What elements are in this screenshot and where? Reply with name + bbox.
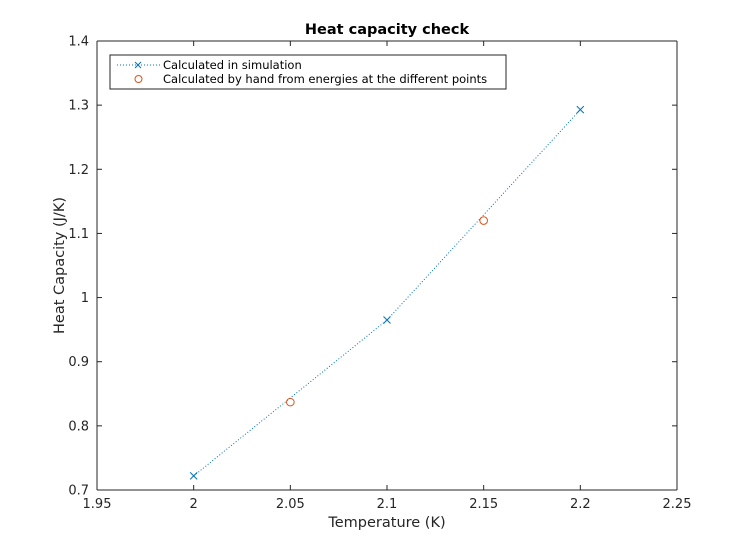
y-tick-label: 0.7: [68, 484, 89, 499]
legend-label-simulation: Calculated in simulation: [163, 58, 302, 72]
y-tick-label: 1.1: [68, 227, 89, 242]
y-ticks: 0.7 0.8 0.9 1 1.1 1.2 1.3 1.4: [68, 35, 677, 499]
legend-marker-simulation: [134, 61, 142, 69]
data-point-simulation: [189, 472, 198, 480]
x-tick-label: 2: [190, 497, 198, 512]
data-point-by-hand: [286, 397, 295, 407]
data-point-by-hand: [479, 216, 488, 225]
legend: Calculated in simulation Calculated by h…: [109, 54, 507, 90]
chart-title: Heat capacity check: [305, 22, 470, 38]
series-line-simulation: [193, 109, 581, 477]
x-tick-label: 2.1: [377, 497, 398, 512]
x-ticks: 1.95 2 2.05 2.1 2.15 2.2 2.25: [83, 41, 692, 512]
y-tick-label: 1.3: [68, 99, 89, 114]
data-point-simulation: [383, 316, 391, 324]
legend-entry-by-hand: Calculated by hand from energies at the …: [134, 72, 487, 86]
legend-label-by-hand: Calculated by hand from energies at the …: [163, 72, 487, 86]
legend-marker-by-hand: [134, 75, 143, 83]
series-layer: [189, 105, 585, 480]
y-tick-label: 0.9: [68, 355, 89, 370]
y-tick-label: 1.4: [68, 35, 89, 50]
data-point-simulation: [576, 105, 585, 114]
y-axis-label: Heat Capacity (J/K): [52, 197, 68, 334]
legend-box: [109, 54, 507, 90]
x-tick-label: 2.2: [570, 497, 591, 512]
x-tick-label: 2.05: [276, 497, 305, 512]
x-tick-label: 2.25: [663, 497, 692, 512]
x-tick-label: 1.95: [83, 497, 112, 512]
plot-area: [97, 41, 677, 490]
x-axis-label: Temperature (K): [327, 515, 445, 531]
y-tick-label: 0.8: [68, 419, 89, 434]
y-tick-label: 1: [81, 291, 89, 306]
x-tick-label: 2.15: [469, 497, 498, 512]
legend-entry-simulation: Calculated in simulation: [117, 58, 302, 72]
y-tick-label: 1.2: [68, 163, 89, 178]
